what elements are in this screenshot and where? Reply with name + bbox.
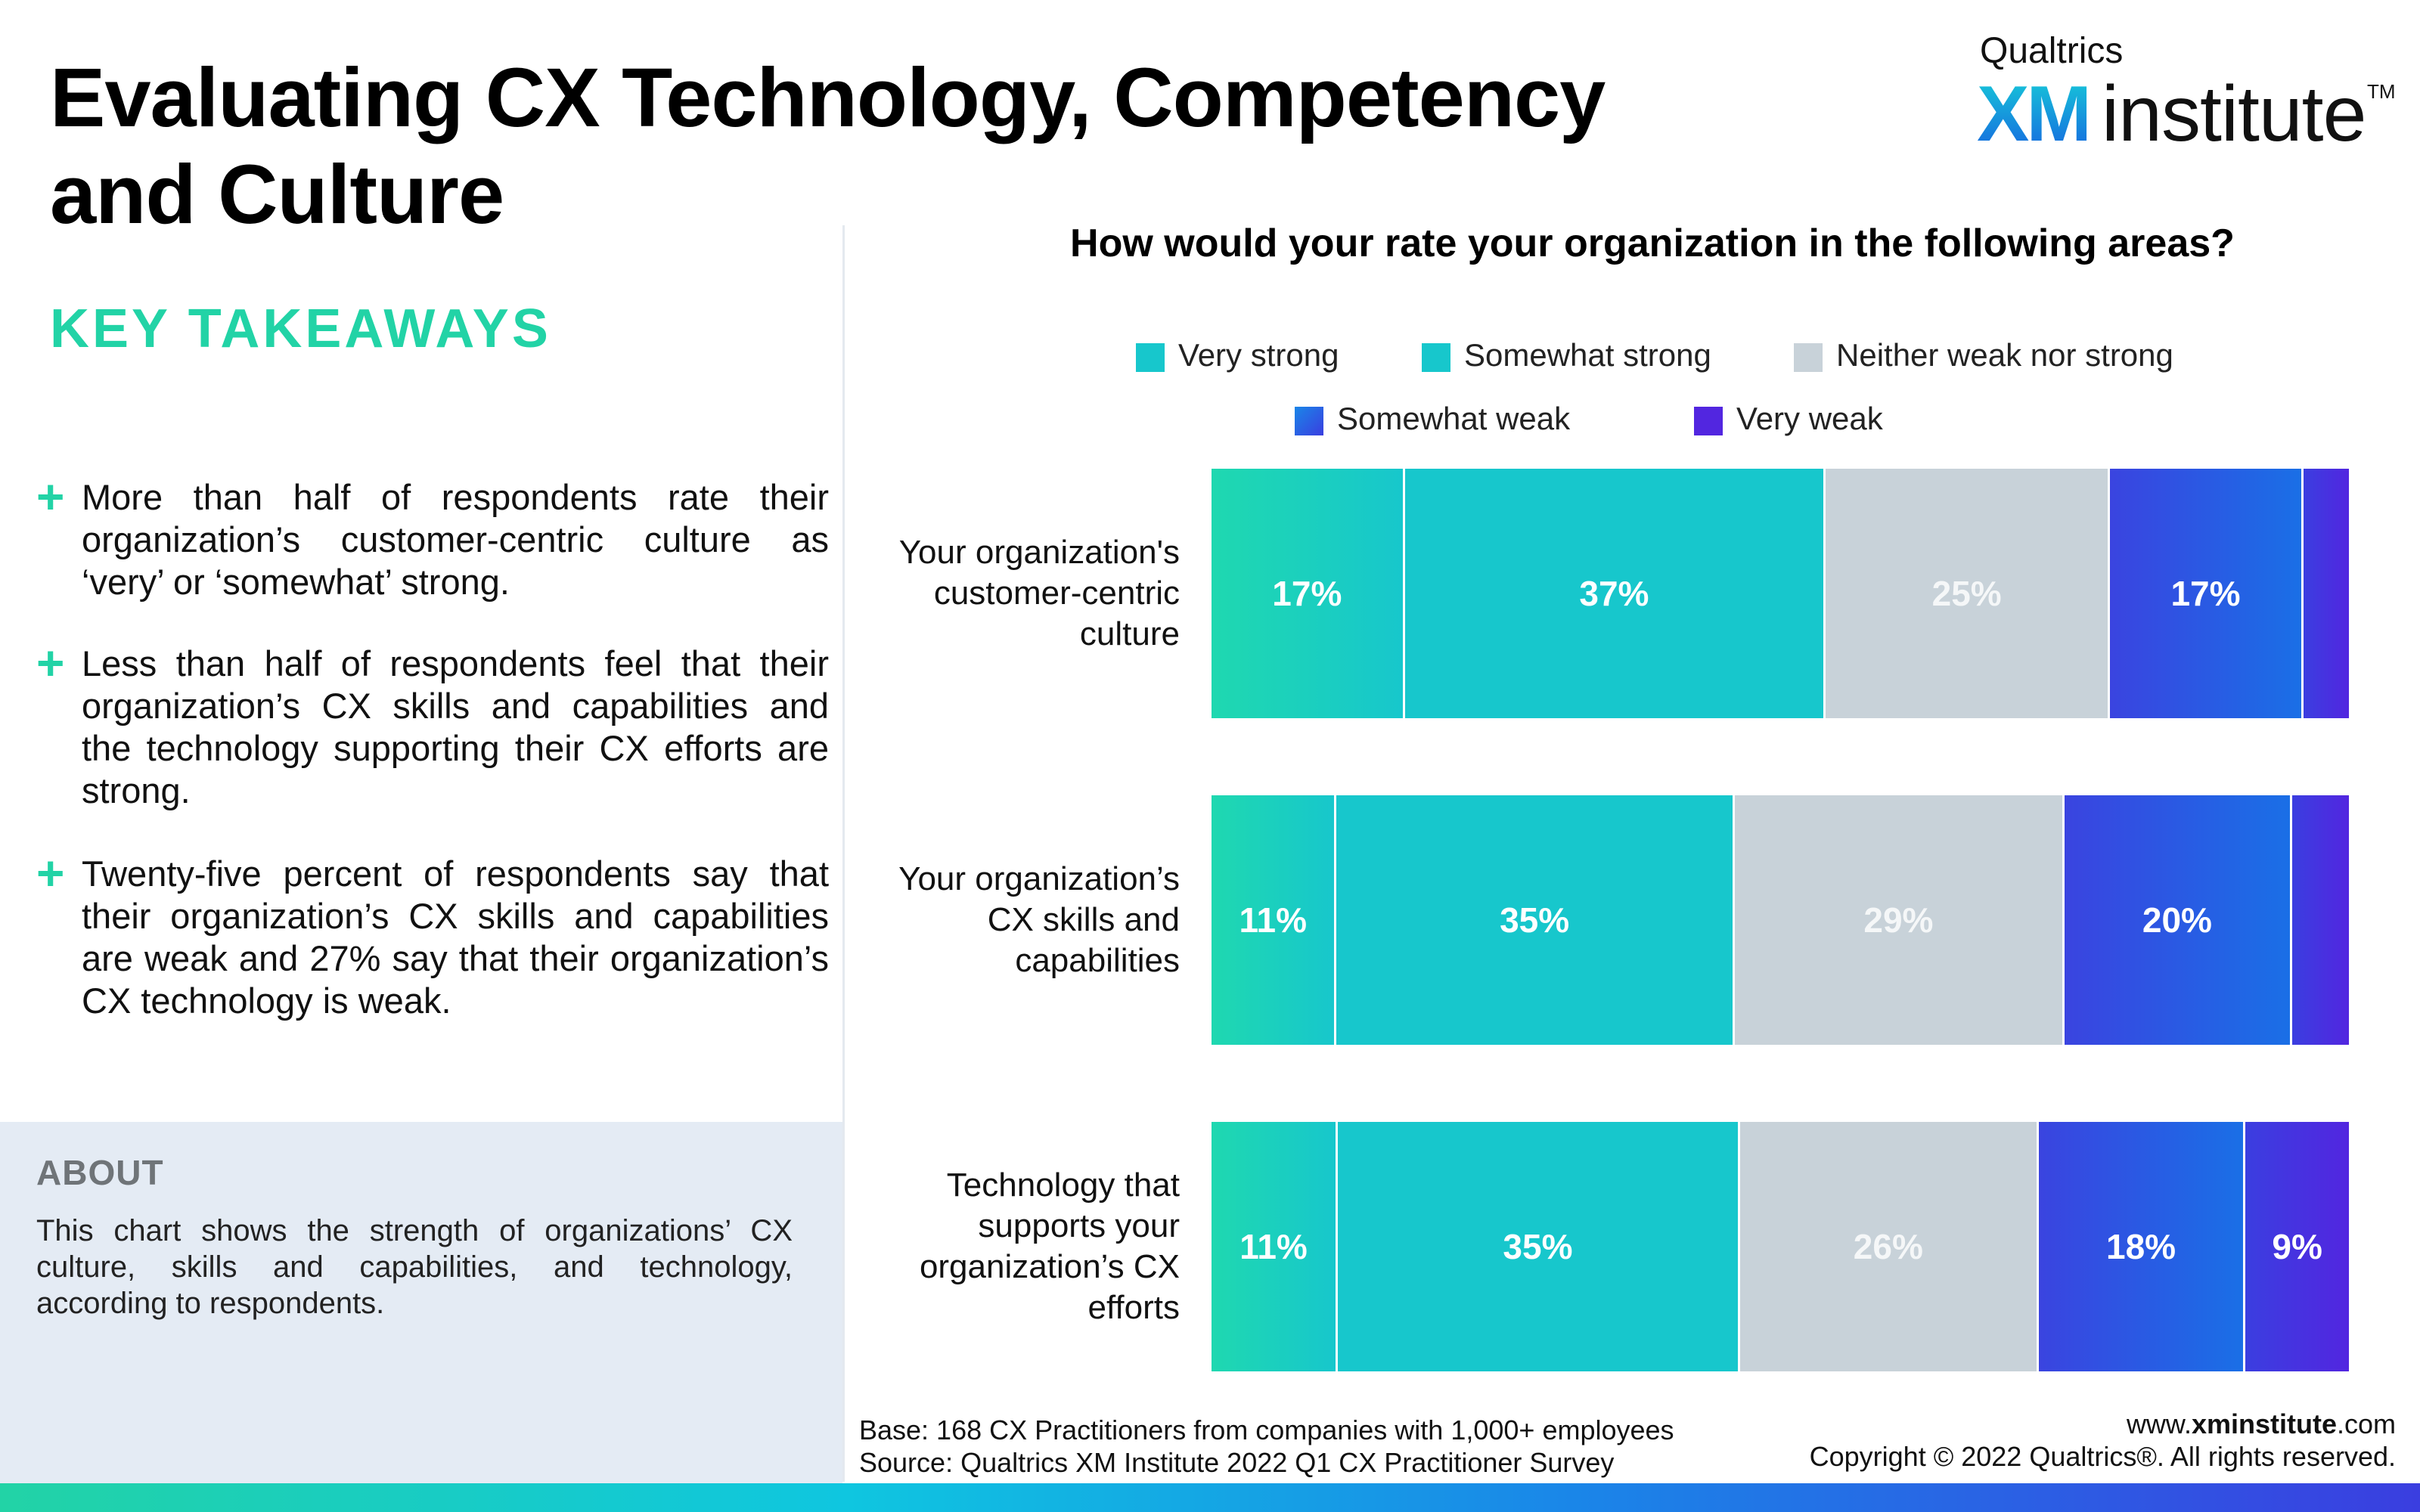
row-label: Technology that supports your organization… [919, 1167, 1180, 1326]
bar-segment [2303, 469, 2349, 718]
bar-segment: 11% [1212, 795, 1337, 1045]
bar-segment: 35% [1336, 795, 1735, 1045]
bar-segment: 11% [1212, 1122, 1339, 1371]
bar-value-label: 25% [1931, 574, 2002, 613]
chart-title: How would your rate your organization in… [1070, 222, 2235, 265]
footer-right: www.xminstitute.com Copyright © 2022 Qua… [1810, 1408, 2396, 1473]
legend-label: Somewhat strong [1464, 337, 1711, 373]
page-title: Evaluating CX Technology, Competency and… [50, 50, 1638, 243]
copyright-text: Copyright © 2022 Qualtrics®. All rights … [1809, 1441, 2396, 1472]
legend-swatch [1136, 343, 1165, 372]
page-title-line-1: Evaluating CX Technology, Competency [50, 51, 1606, 144]
bar-segment [2291, 795, 2349, 1045]
bar-value-label: 17% [2170, 574, 2241, 613]
logo-xm-text: XM [1977, 70, 2092, 158]
bar-segment: 20% [2065, 795, 2292, 1045]
bar-segment: 26% [1739, 1122, 2039, 1371]
about-heading: ABOUT [36, 1153, 164, 1192]
bar-segment: 9% [2245, 1122, 2349, 1371]
website-link[interactable]: www.xminstitute.com [2126, 1408, 2396, 1439]
bar-value-label: 35% [1500, 900, 1570, 940]
page-title-line-2: and Culture [50, 148, 504, 241]
source-note: Source: Qualtrics XM Institute 2022 Q1 C… [859, 1447, 1615, 1478]
legend-label: Somewhat weak [1337, 401, 1571, 436]
legend-label: Very strong [1178, 337, 1339, 373]
key-takeaways-heading: KEY TAKEAWAYS [50, 299, 551, 359]
legend-swatch [1794, 343, 1823, 372]
bar-segment: 29% [1734, 795, 2065, 1045]
takeaway-text: Less than half of respondents feel that … [82, 643, 829, 810]
bar-value-label: 17% [1272, 574, 1342, 613]
bar-value-label: 20% [2142, 900, 2212, 940]
base-note: Base: 168 CX Practitioners from companie… [859, 1414, 1674, 1445]
bar-value-label: 9% [2272, 1227, 2322, 1266]
bar-segment: 17% [2110, 469, 2304, 718]
legend-swatch [1422, 343, 1450, 372]
bar-segment: 18% [2038, 1122, 2246, 1371]
logo-institute-text: institute [2102, 70, 2366, 158]
bar-value-label: 35% [1503, 1227, 1573, 1266]
legend-label: Very weak [1736, 401, 1883, 436]
legend-swatch [1694, 407, 1723, 435]
bar-segment: 25% [1826, 469, 2111, 718]
bar-value-label: 29% [1863, 900, 1934, 940]
about-panel [0, 1122, 842, 1483]
bar-value-label: 18% [2106, 1227, 2176, 1266]
takeaway-text: More than half of respondents rate their… [82, 477, 829, 602]
bar-value-label: 11% [1239, 900, 1307, 940]
row-label: Your organization’s CX skills and capabili… [898, 860, 1180, 979]
footer-notes: Base: 168 CX Practitioners from companie… [859, 1414, 1674, 1479]
takeaway-text: Twenty-five percent of respondents say t… [82, 854, 829, 1021]
logo-trademark: TM [2367, 80, 2396, 103]
bar-segment: 17% [1212, 469, 1405, 718]
row-label: Your organization's customer-centric cultu… [898, 534, 1180, 652]
logo-qualtrics-text: Qualtrics [1980, 31, 2124, 71]
plus-icon: + [36, 469, 65, 524]
bar-segment: 37% [1404, 469, 1826, 718]
legend-swatch [1295, 407, 1323, 435]
vertical-divider [842, 225, 845, 1482]
bar-value-label: 11% [1239, 1227, 1308, 1266]
plus-icon: + [36, 636, 65, 690]
bottom-gradient-bar [0, 1483, 2420, 1512]
bar-segment: 35% [1338, 1122, 1740, 1371]
bar-value-label: 37% [1579, 574, 1649, 613]
about-text: This chart shows the strength of organiz… [36, 1214, 793, 1320]
bar-value-label: 26% [1853, 1227, 1923, 1266]
xm-institute-logo: Qualtrics XM institute TM [1977, 30, 2400, 158]
legend-label: Neither weak nor strong [1836, 337, 2173, 373]
plus-icon: + [36, 846, 65, 900]
